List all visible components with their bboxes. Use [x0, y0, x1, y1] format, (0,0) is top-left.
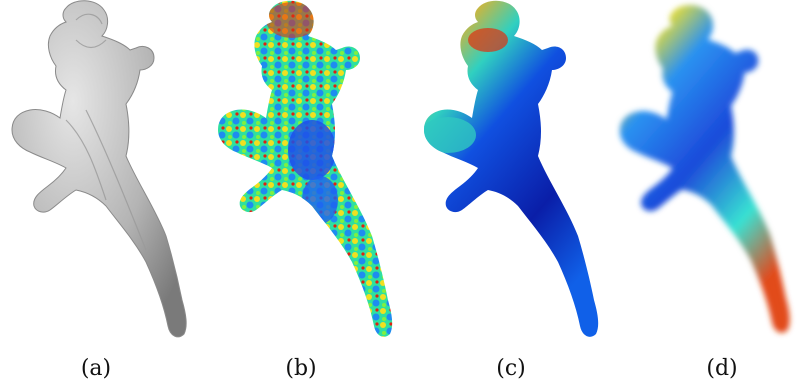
statue-heatmap-smooth — [424, 0, 599, 337]
panel-a — [6, 0, 206, 345]
panel-b — [212, 0, 412, 345]
caption-a: (a) — [80, 356, 112, 381]
panel-d — [614, 0, 809, 345]
statue-heatmap-blurred — [619, 5, 790, 333]
caption-d: (d) — [706, 356, 738, 381]
statue-heatmap-fine — [218, 0, 393, 337]
caption-b: (b) — [285, 356, 317, 381]
caption-c: (c) — [496, 356, 526, 381]
panel-c — [418, 0, 618, 345]
statue-grey-render — [11, 0, 187, 338]
